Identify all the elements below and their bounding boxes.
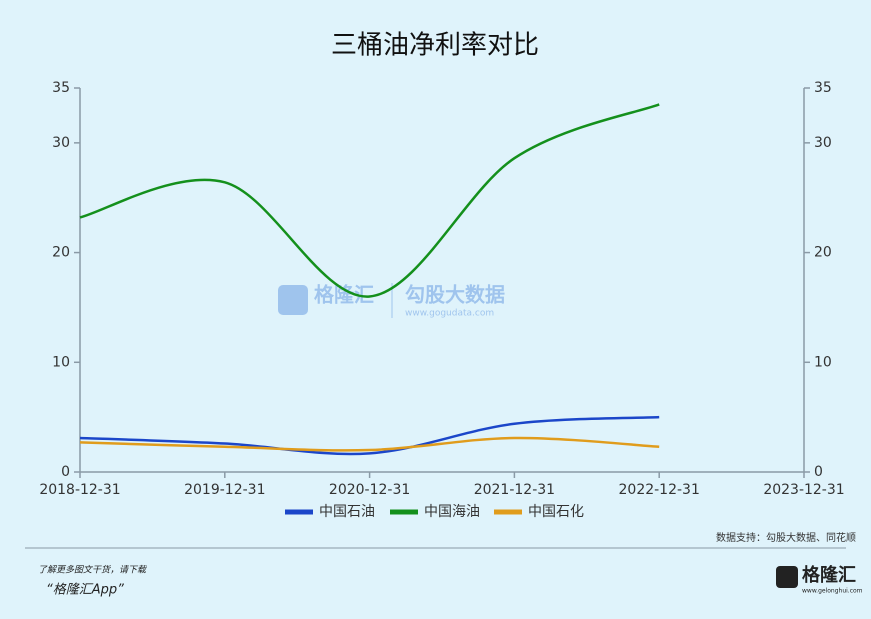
- legend-label: 中国海油: [424, 504, 480, 520]
- y2-tick-label: 10: [814, 354, 832, 370]
- watermark-brand: 格隆汇: [314, 283, 374, 307]
- watermark: 格隆汇 勾股大数据 www.gogudata.com: [278, 283, 505, 319]
- logo: 格隆汇: [802, 564, 856, 586]
- y-tick-label: 35: [52, 80, 70, 96]
- logo-url: www.gelonghui.com: [802, 588, 863, 595]
- footer-app: “格隆汇App”: [46, 583, 124, 598]
- logo-icon: [776, 566, 798, 588]
- x-tick-label: 2023-12-31: [763, 482, 844, 498]
- x-tick-label: 2019-12-31: [184, 482, 265, 498]
- y-tick-label: 0: [61, 464, 70, 480]
- source: 数据支持：勾股大数据、同花顺: [716, 531, 856, 544]
- series-line: [79, 415, 660, 456]
- series-line: [79, 103, 660, 298]
- series-line: [79, 436, 660, 452]
- y2-tick-label: 35: [814, 80, 832, 96]
- x-tick-label: 2021-12-31: [474, 482, 555, 498]
- y2-tick-label: 0: [814, 464, 823, 480]
- legend-label: 中国石油: [319, 504, 375, 520]
- legend-label: 中国石化: [528, 504, 584, 520]
- y2-tick-label: 20: [814, 245, 832, 261]
- x-tick-label: 2020-12-31: [329, 482, 410, 498]
- y-tick-label: 20: [52, 245, 70, 261]
- x-tick-label: 2018-12-31: [39, 482, 120, 498]
- y-tick-label: 30: [52, 135, 70, 151]
- x-tick-label: 2022-12-31: [619, 482, 700, 498]
- y-tick-label: 10: [52, 354, 70, 370]
- y2-tick-label: 30: [814, 135, 832, 151]
- watermark-product: 勾股大数据: [405, 283, 505, 307]
- footer-note: 了解更多图文干货，请下载: [38, 565, 147, 576]
- watermark-icon: [278, 285, 308, 315]
- watermark-url: www.gogudata.com: [405, 309, 494, 319]
- chart-title: 三桶油净利率对比: [331, 31, 539, 61]
